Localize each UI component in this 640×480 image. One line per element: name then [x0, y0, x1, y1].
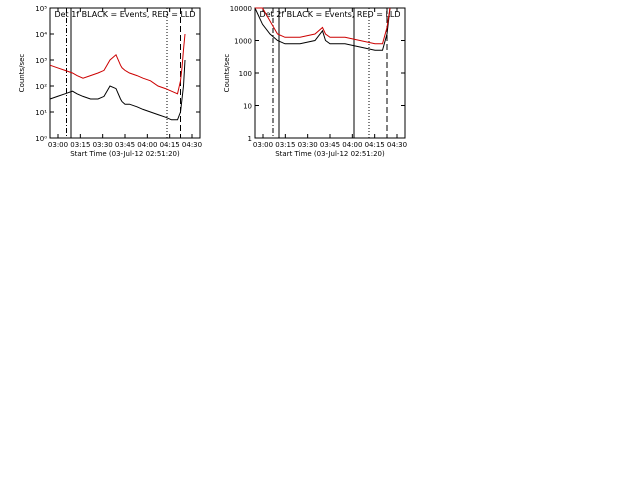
chart-panel: Det 1f BLACK = Events, RED = LLD 10⁰ 10¹ 10…: [18, 5, 202, 158]
y-tick-label: 10⁰: [35, 135, 47, 143]
y-tick-label: 10¹: [35, 109, 47, 117]
x-axis-label: Start Time (03-Jul-12 02:51:20): [275, 150, 385, 158]
x-tick-label: 03:30: [298, 141, 318, 149]
y-tick-label: 10000: [230, 5, 252, 13]
x-tick-label: 03:45: [320, 141, 340, 149]
x-tick-label: 03:15: [70, 141, 90, 149]
x-tick-label: 04:00: [137, 141, 157, 149]
y-tick-label: 10: [243, 103, 252, 111]
y-tick-label: 1000: [234, 38, 252, 46]
x-tick-label: 04:15: [365, 141, 385, 149]
y-tick-label: 100: [239, 70, 252, 78]
series-line: [254, 7, 391, 51]
y-tick-label: 10³: [35, 57, 47, 65]
plot-frame: [254, 7, 406, 139]
series-line: [49, 33, 186, 95]
x-tick-label: 04:30: [387, 141, 407, 149]
x-tick-label: 03:30: [93, 141, 113, 149]
x-tick-label: 04:00: [342, 141, 362, 149]
series-line: [49, 59, 186, 121]
chart-title: Det 2f BLACK = Events, RED = LLD: [259, 10, 400, 19]
x-tick-label: 03:45: [115, 141, 135, 149]
y-tick-label: 10²: [35, 83, 47, 91]
x-tick-label: 03:15: [275, 141, 295, 149]
y-tick-label: 1: [248, 135, 252, 143]
x-tick-label: 03:00: [48, 141, 68, 149]
y-axis-label: Counts/sec: [223, 54, 231, 93]
y-axis-label: Counts/sec: [18, 54, 26, 93]
x-tick-label: 03:00: [253, 141, 273, 149]
y-tick-label: 10⁵: [35, 5, 47, 13]
chart-panel: Det 2f BLACK = Events, RED = LLD 1 10 100 10…: [223, 5, 407, 158]
y-tick-label: 10⁴: [35, 31, 47, 39]
x-tick-label: 04:15: [160, 141, 180, 149]
x-tick-label: 04:30: [182, 141, 202, 149]
chart-title: Det 1f BLACK = Events, RED = LLD: [54, 10, 195, 19]
series-line: [255, 7, 391, 45]
x-axis-label: Start Time (03-Jul-12 02:51:20): [70, 150, 180, 158]
